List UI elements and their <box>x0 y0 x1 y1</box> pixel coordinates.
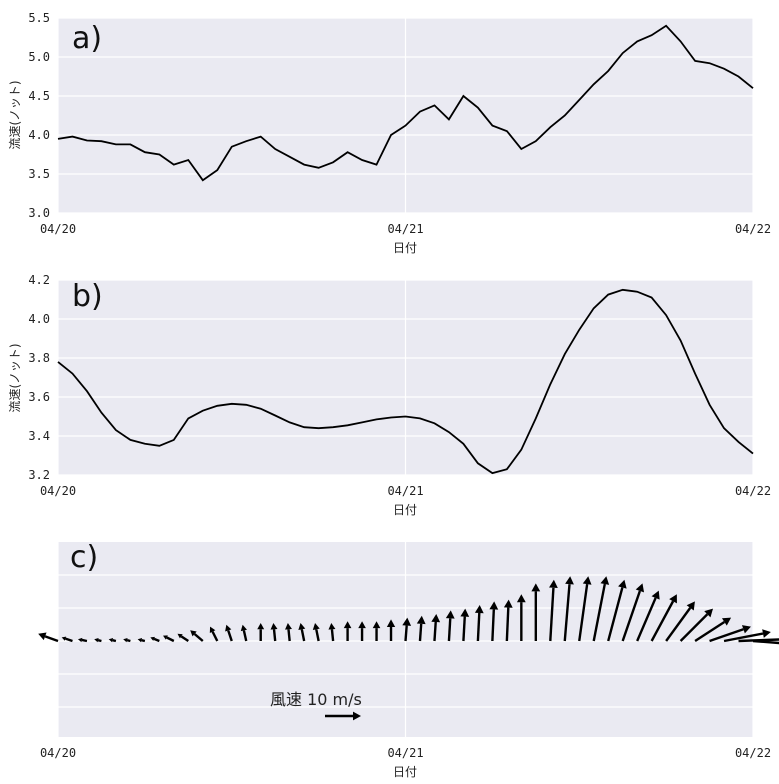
wind-arrow <box>163 635 175 643</box>
wind-arrow <box>665 601 695 642</box>
x-axis-label-a: 日付 <box>393 241 417 255</box>
y-tick-label: 4.0 <box>28 128 50 142</box>
wind-arrow <box>343 621 352 641</box>
series-line-b <box>57 288 754 475</box>
x-tick-label: 04/21 <box>387 746 423 760</box>
wind-arrow <box>549 579 558 642</box>
wind-arrow <box>61 636 73 643</box>
x-tick-label: 04/22 <box>735 222 771 236</box>
wind-arrows <box>38 576 779 645</box>
x-tick-label: 04/20 <box>40 746 76 760</box>
y-axis-label-a: 流速(ノット) <box>8 80 22 149</box>
wind-arrow <box>137 638 146 643</box>
x-axis-label-b: 日付 <box>393 503 417 517</box>
wind-arrow <box>285 623 292 642</box>
wind-arrow <box>474 605 484 642</box>
y-ticks-b: 3.2 3.4 3.6 3.8 4.0 4.2 <box>28 273 50 482</box>
wind-arrow <box>312 623 320 642</box>
x-ticks-b: 04/20 04/21 04/22 <box>40 484 771 498</box>
quiver-key-arrow-shape <box>325 711 361 721</box>
y-tick-label: 3.6 <box>28 390 50 404</box>
wind-arrow <box>531 583 541 641</box>
quiver-key-label: 風速 10 m/s <box>270 690 362 709</box>
wind-arrow <box>123 638 131 643</box>
wind-arrow <box>416 615 426 642</box>
y-tick-label: 3.2 <box>28 468 50 482</box>
y-tick-label: 4.2 <box>28 273 50 287</box>
panel-c: 04/20 04/21 04/22 c) 風速 10 m/s 日付 <box>38 540 779 779</box>
y-axis-label-b: 流速(ノット) <box>8 343 22 412</box>
wind-arrow <box>77 637 88 643</box>
wind-arrow <box>177 633 189 642</box>
wind-arrow <box>328 623 336 642</box>
wind-arrow <box>445 610 455 642</box>
y-tick-label: 3.8 <box>28 351 50 365</box>
x-tick-label: 04/20 <box>40 484 76 498</box>
x-tick-label: 04/22 <box>735 484 771 498</box>
wind-arrow <box>592 576 610 642</box>
wind-arrow <box>108 638 117 643</box>
y-tick-label: 5.0 <box>28 50 50 64</box>
x-ticks-a: 04/20 04/21 04/22 <box>40 222 771 236</box>
wind-arrow <box>563 576 574 642</box>
wind-arrow <box>607 579 627 642</box>
panel-label-a: a) <box>72 21 102 56</box>
wind-arrow <box>190 630 204 642</box>
panel-label-b: b) <box>72 279 103 314</box>
wind-arrow <box>257 623 265 641</box>
y-tick-label: 3.5 <box>28 167 50 181</box>
grid-a <box>57 17 754 214</box>
wind-arrow <box>650 594 677 642</box>
x-tick-label: 04/21 <box>387 484 423 498</box>
panel-a: 3.0 3.5 4.0 4.5 5.0 5.5 04/20 04/21 04/22 a) 日付… <box>8 11 771 255</box>
y-tick-label: 5.5 <box>28 11 50 25</box>
x-tick-label: 04/22 <box>735 746 771 760</box>
y-tick-label: 3.4 <box>28 429 50 443</box>
wind-arrow <box>460 608 470 642</box>
wind-arrow <box>150 636 160 643</box>
wind-arrow <box>225 624 233 642</box>
y-tick-label: 3.0 <box>28 206 50 220</box>
y-tick-label: 4.5 <box>28 89 50 103</box>
wind-arrow <box>516 594 526 641</box>
x-tick-label: 04/21 <box>387 222 423 236</box>
wind-arrow <box>489 601 499 642</box>
wind-arrow <box>270 623 278 642</box>
x-axis-label-c: 日付 <box>393 765 417 779</box>
wind-arrow <box>636 590 660 642</box>
panel-b: 3.2 3.4 3.6 3.8 4.0 4.2 04/20 04/21 04/22 b) 日付… <box>8 273 771 517</box>
wind-arrow <box>723 629 771 643</box>
series-line-a <box>57 24 754 182</box>
wind-arrow <box>578 576 592 642</box>
wind-arrow <box>38 632 59 643</box>
x-tick-label: 04/20 <box>40 222 76 236</box>
wind-arrow <box>694 617 732 643</box>
wind-arrow <box>386 619 396 641</box>
wind-arrow <box>431 614 441 642</box>
wind-arrow <box>709 625 751 643</box>
wind-arrow <box>372 621 381 641</box>
panel-label-c: c) <box>70 540 98 575</box>
wind-arrow <box>240 624 248 642</box>
wind-arrow <box>209 626 219 642</box>
quiver-key-arrow <box>325 711 361 721</box>
wind-arrow <box>94 638 102 643</box>
wind-arrow <box>679 608 714 642</box>
y-ticks-a: 3.0 3.5 4.0 4.5 5.0 5.5 <box>28 11 50 220</box>
x-ticks-c: 04/20 04/21 04/22 <box>40 746 771 760</box>
wind-arrow <box>621 583 645 642</box>
wind-arrow <box>752 639 779 645</box>
y-tick-label: 4.0 <box>28 312 50 326</box>
wind-arrow <box>402 617 412 642</box>
grid-b <box>57 279 754 476</box>
wind-arrow <box>298 623 306 642</box>
wind-arrow <box>358 621 366 641</box>
wind-arrow <box>503 599 513 642</box>
